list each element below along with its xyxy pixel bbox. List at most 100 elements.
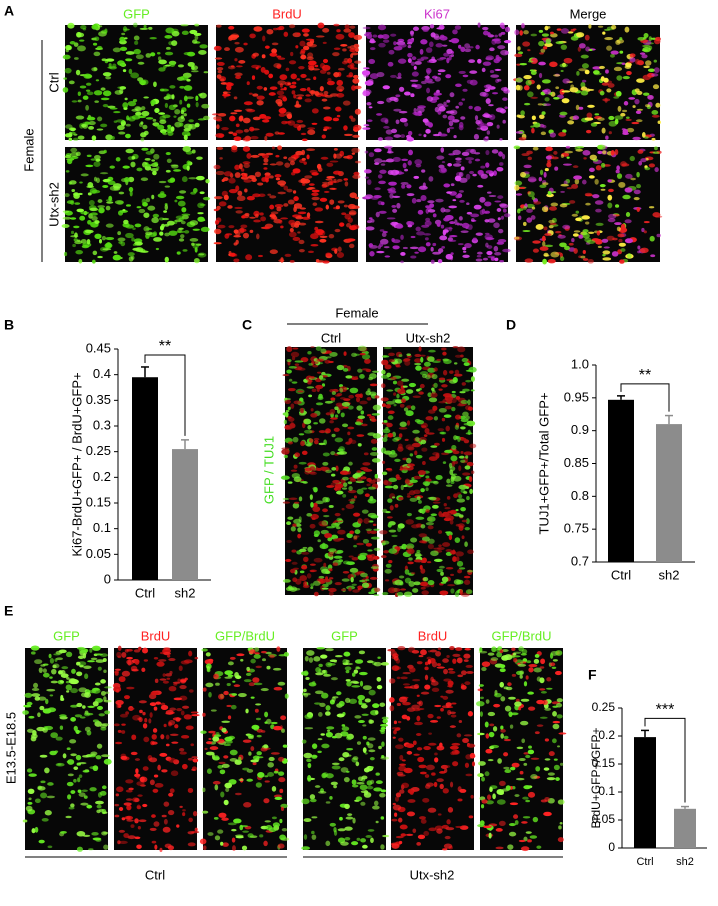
cell xyxy=(405,543,415,550)
cell xyxy=(531,206,536,210)
cell xyxy=(349,567,359,573)
column-label: GFP xyxy=(123,6,150,21)
cell xyxy=(326,726,335,730)
cell xyxy=(145,53,152,58)
cell xyxy=(76,661,81,666)
cell xyxy=(390,650,398,657)
cell xyxy=(265,132,274,137)
cell xyxy=(359,784,368,791)
cell xyxy=(366,785,374,790)
cell xyxy=(195,95,199,102)
cell xyxy=(240,224,248,229)
cell xyxy=(453,579,462,585)
cell xyxy=(406,463,415,467)
cell xyxy=(288,24,296,29)
cell xyxy=(436,222,441,227)
cell xyxy=(513,658,518,663)
cell xyxy=(280,475,290,480)
cell xyxy=(138,717,143,723)
cell xyxy=(322,496,329,503)
cell xyxy=(391,534,398,538)
cell xyxy=(537,103,544,106)
cell xyxy=(417,756,425,763)
cell xyxy=(152,118,157,122)
cell xyxy=(362,747,367,753)
cell xyxy=(455,435,459,440)
cell xyxy=(393,97,399,103)
cell xyxy=(410,235,416,239)
cell xyxy=(547,26,551,29)
cell xyxy=(460,459,466,463)
cell xyxy=(446,496,451,500)
cell xyxy=(149,827,157,832)
cell xyxy=(542,124,547,129)
cell xyxy=(393,41,397,46)
cell xyxy=(136,844,142,849)
cell xyxy=(234,672,239,678)
cell xyxy=(478,650,488,654)
y-label: BrdU+GFP+/GFP+ xyxy=(589,727,603,828)
cell xyxy=(77,45,86,52)
cell xyxy=(330,677,338,681)
cell xyxy=(320,156,329,160)
cell xyxy=(365,579,370,582)
cell xyxy=(558,732,567,735)
cell xyxy=(323,90,329,95)
cell xyxy=(503,89,510,94)
cell xyxy=(589,167,595,173)
cell xyxy=(380,844,385,850)
cell xyxy=(405,444,414,450)
cell xyxy=(454,175,462,182)
cell xyxy=(101,723,109,727)
cell xyxy=(162,673,166,677)
cell xyxy=(460,116,466,120)
cell xyxy=(141,147,149,151)
cell xyxy=(311,108,319,114)
cell xyxy=(148,718,152,724)
cell xyxy=(464,242,472,249)
cell xyxy=(306,758,312,763)
cell xyxy=(178,238,185,242)
cell xyxy=(387,498,393,503)
cell xyxy=(604,37,613,41)
cell xyxy=(281,448,290,455)
cell xyxy=(607,179,612,183)
cell xyxy=(388,352,395,357)
cell xyxy=(446,57,450,64)
cell xyxy=(419,771,427,775)
cell xyxy=(443,668,449,675)
cell xyxy=(196,156,203,160)
cell xyxy=(183,123,193,130)
cell xyxy=(539,666,545,669)
cell xyxy=(265,152,274,156)
cell xyxy=(49,694,54,697)
cell xyxy=(420,488,425,493)
cell xyxy=(581,63,589,69)
cell xyxy=(437,69,446,73)
cell xyxy=(37,786,46,791)
cell xyxy=(157,56,162,61)
cell xyxy=(400,398,407,403)
cell xyxy=(552,659,558,662)
cell xyxy=(360,801,366,806)
significance-bracket xyxy=(620,383,670,412)
cell xyxy=(130,255,135,260)
cell xyxy=(465,518,470,525)
cell xyxy=(96,116,103,122)
cell xyxy=(435,43,443,48)
cell xyxy=(361,509,369,514)
cell xyxy=(296,119,304,123)
cell xyxy=(406,42,413,45)
cell xyxy=(100,690,106,696)
cell xyxy=(31,693,41,697)
cell xyxy=(400,251,406,256)
cell xyxy=(189,220,199,226)
cell xyxy=(89,207,99,212)
cell xyxy=(91,832,99,836)
cell xyxy=(573,175,583,180)
cell xyxy=(426,87,431,94)
cell xyxy=(483,825,492,829)
cell xyxy=(164,204,169,211)
cell xyxy=(335,33,345,40)
cell xyxy=(283,185,289,191)
